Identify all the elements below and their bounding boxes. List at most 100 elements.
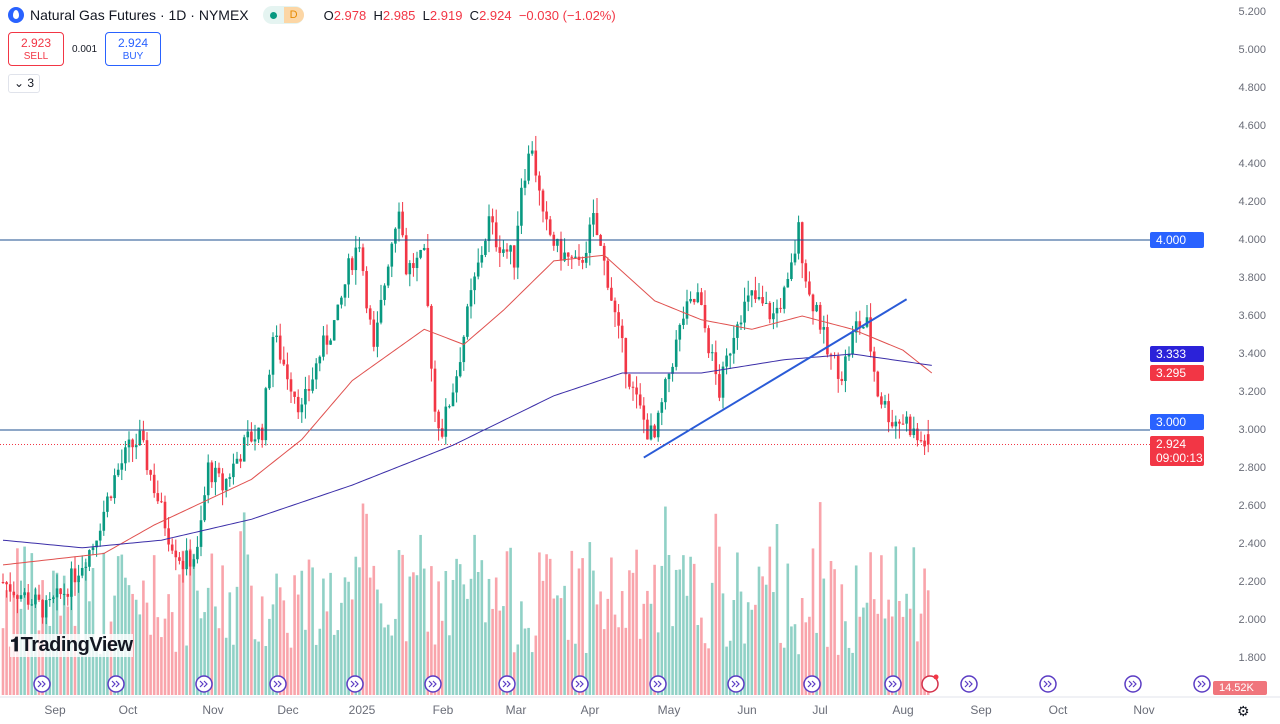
candle-body xyxy=(700,292,703,305)
candle-body xyxy=(667,373,671,380)
x-tick-label: 2025 xyxy=(348,703,376,717)
volume-bar xyxy=(793,624,797,695)
volume-bar xyxy=(289,647,293,695)
candle-body xyxy=(491,216,494,223)
candle-body xyxy=(156,493,160,502)
arrow-icon xyxy=(1043,680,1052,688)
settings-gear-icon[interactable]: ⚙ xyxy=(1237,703,1250,719)
candle-body xyxy=(664,379,667,403)
market-status[interactable]: D xyxy=(262,6,304,24)
volume-bar xyxy=(293,575,296,695)
candle-body xyxy=(653,425,656,438)
volume-bar xyxy=(840,584,844,695)
volume-bar xyxy=(422,568,426,695)
economic-event-icon xyxy=(1193,675,1211,693)
indicators-toggle[interactable]: ⌄ 3 xyxy=(8,74,41,93)
candle-body xyxy=(919,440,923,442)
x-tick-label: Aug xyxy=(892,703,914,717)
candle-body xyxy=(469,290,473,307)
candle-body xyxy=(300,404,304,413)
candle-body xyxy=(149,470,152,475)
candle-body xyxy=(689,298,692,302)
volume-bar xyxy=(545,554,548,695)
volume-bar xyxy=(152,555,156,695)
candle-body xyxy=(710,352,714,354)
arrow-icon xyxy=(428,680,437,688)
candle-body xyxy=(196,546,199,560)
volume-bar xyxy=(228,592,232,695)
volume-bar xyxy=(610,557,613,695)
trade-panel: 2.923 SELL 0.001 2.924 BUY xyxy=(8,32,162,66)
volume-bar xyxy=(264,646,268,695)
symbol-title[interactable]: Natural Gas Futures · 1D · NYMEX xyxy=(30,7,249,23)
buy-button[interactable]: 2.924 BUY xyxy=(105,32,162,66)
volume-bar xyxy=(628,570,631,695)
candle-body xyxy=(631,386,635,388)
volume-bar xyxy=(912,547,916,695)
volume-bar xyxy=(786,563,790,695)
candle-body xyxy=(815,304,818,312)
candle-body xyxy=(455,376,458,393)
volume-bar xyxy=(300,570,304,695)
y-tick-label: 2.600 xyxy=(1238,500,1266,512)
volume-bar xyxy=(635,549,638,695)
volume-bar xyxy=(505,551,509,695)
candle-body xyxy=(127,439,131,448)
volume-bar xyxy=(296,594,300,695)
volume-bar xyxy=(120,554,124,695)
candle-body xyxy=(343,284,347,298)
volume-bar xyxy=(138,614,142,695)
candle-body xyxy=(880,396,883,405)
candle-body xyxy=(23,592,26,596)
volume-bar xyxy=(372,565,376,695)
candle-body xyxy=(764,302,768,304)
candle-body xyxy=(559,238,563,261)
y-tick-label: 2.200 xyxy=(1238,576,1266,588)
volume-bar xyxy=(286,632,289,695)
candle-body xyxy=(674,339,678,367)
candle-body xyxy=(167,528,170,545)
candle-body xyxy=(732,337,736,354)
volume-bar xyxy=(98,654,102,695)
economic-event-icon xyxy=(1124,675,1142,693)
volume-bar xyxy=(253,639,257,695)
ohlc-readout: O2.978 H2.985 L2.919 C2.924 −0.030 (−1.0… xyxy=(323,7,616,23)
volume-bar xyxy=(383,627,386,695)
candle-body xyxy=(95,540,98,548)
candle-body xyxy=(502,249,505,253)
candle-body xyxy=(257,427,260,440)
symbol-header: Natural Gas Futures · 1D · NYMEX D O2.97… xyxy=(8,6,616,24)
volume-bar xyxy=(466,598,469,695)
candle-body xyxy=(584,252,588,263)
candle-body xyxy=(761,297,764,304)
volume-bar xyxy=(703,643,707,695)
volume-bar xyxy=(271,604,275,695)
volume-bar xyxy=(862,607,865,695)
x-tick-label: Sep xyxy=(44,703,66,717)
volume-bar xyxy=(37,630,41,695)
volume-bar xyxy=(307,559,311,695)
volume-bar xyxy=(8,646,12,695)
volume-bar xyxy=(833,569,836,695)
candle-body xyxy=(383,285,386,300)
candle-body xyxy=(851,332,854,354)
candle-body xyxy=(682,318,685,325)
sell-button[interactable]: 2.923 SELL xyxy=(8,32,64,66)
candle-body xyxy=(678,324,682,340)
volume-bar xyxy=(455,558,458,695)
candle-body xyxy=(563,252,566,261)
volume-bar xyxy=(239,531,242,695)
volume-bar xyxy=(710,582,714,695)
candle-body xyxy=(246,431,250,438)
candle-body xyxy=(66,593,70,597)
tradingview-logo[interactable]: 𝟏TradingView xyxy=(10,634,133,657)
volume-bar xyxy=(394,618,397,695)
ma50-line xyxy=(2,254,933,566)
volume-bar xyxy=(206,587,210,695)
candle-body xyxy=(548,219,552,235)
candle-body xyxy=(304,388,307,405)
candle-body xyxy=(854,321,858,333)
volume-bar xyxy=(23,546,26,695)
candle-body xyxy=(88,550,91,567)
